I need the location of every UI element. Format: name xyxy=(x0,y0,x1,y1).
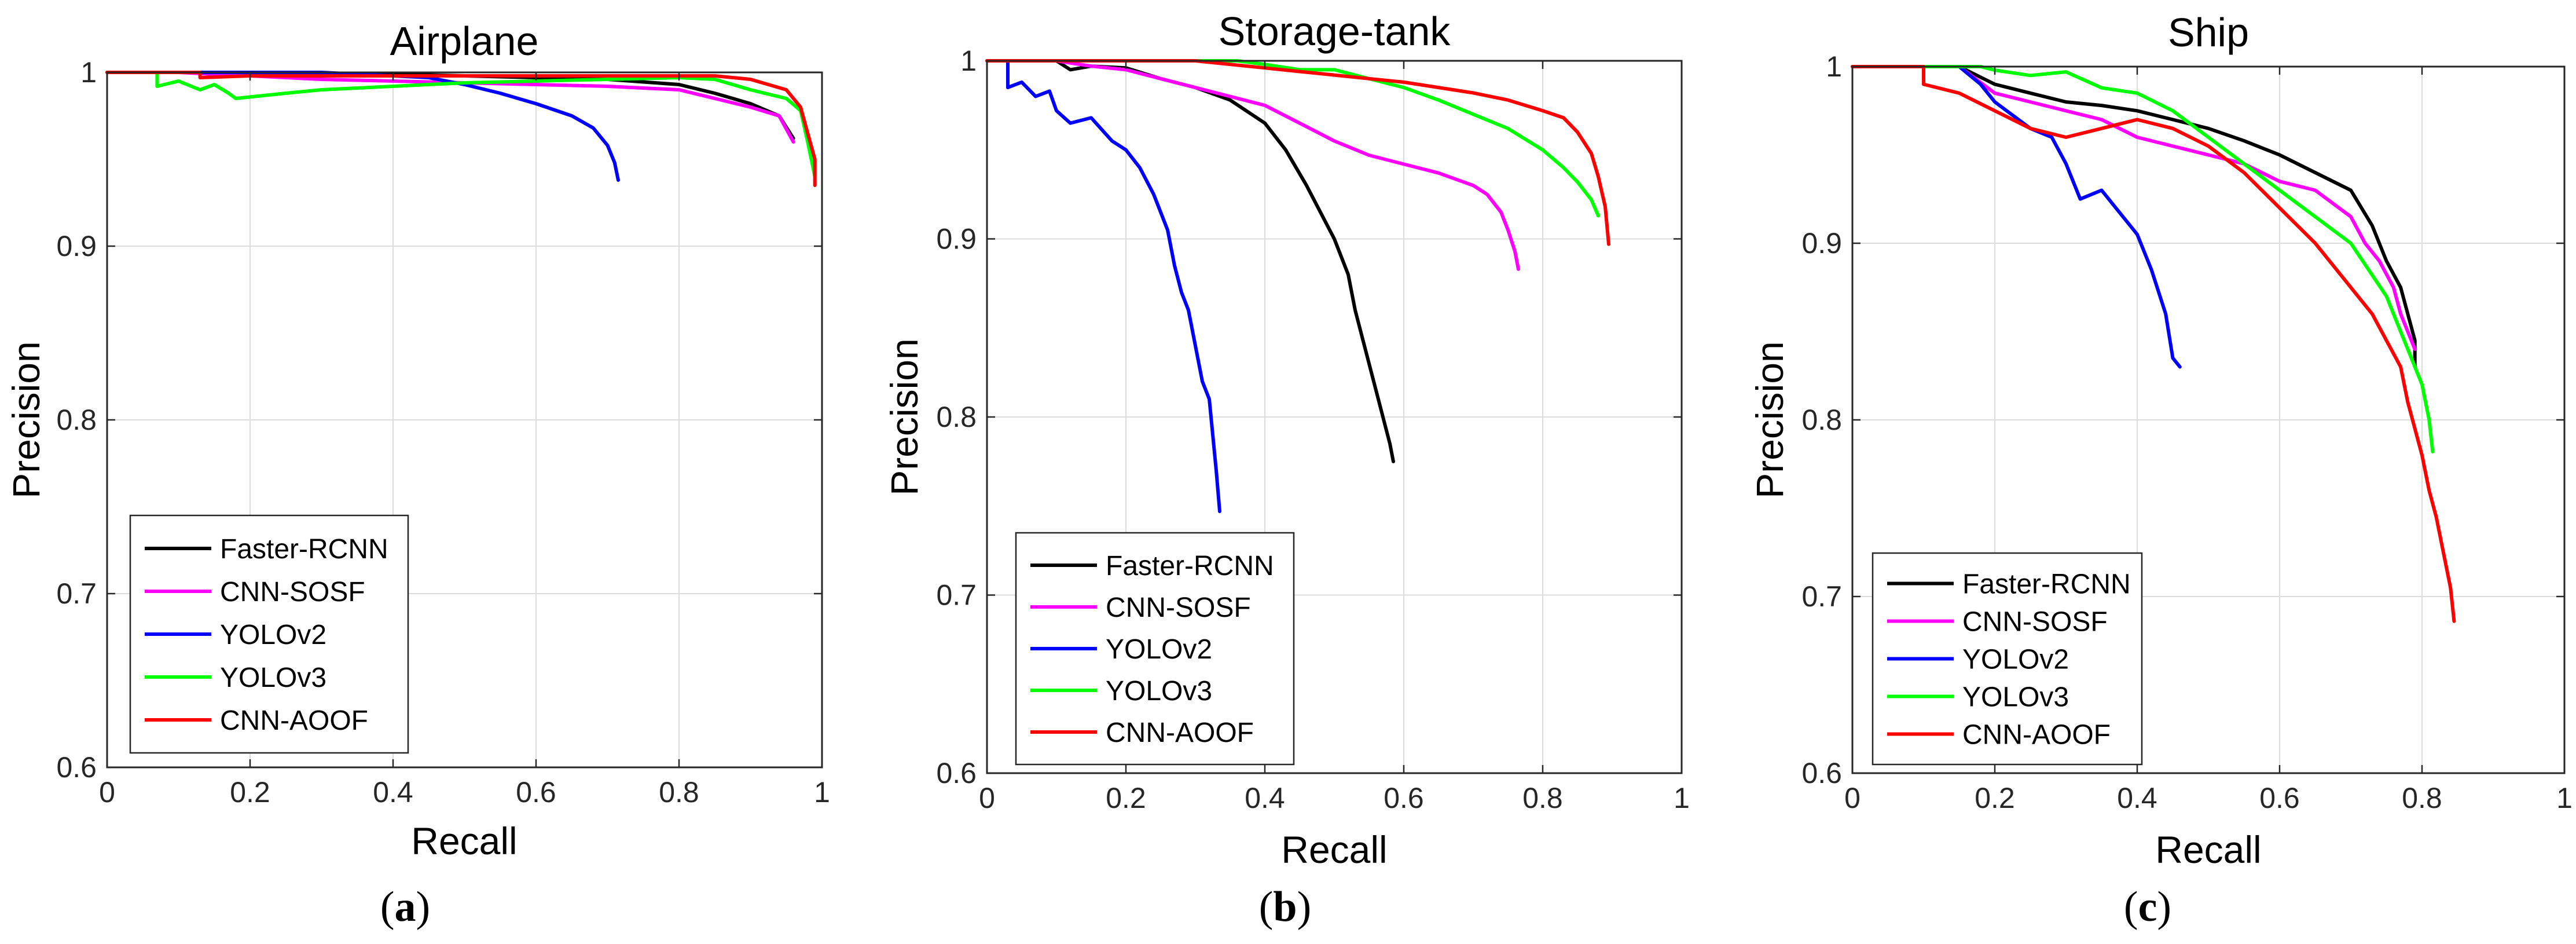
series-lines xyxy=(985,59,1610,513)
y-tick-label: 0.9 xyxy=(56,230,97,262)
x-tick-label: 0.8 xyxy=(1522,782,1563,814)
legend: Faster-RCNN CNN-SOSF YOLOv2 YOLOv3 CNN-AOOF xyxy=(1015,532,1295,766)
chart-panel-c: 0 0.2 0.4 0.6 0.8 10.60.70.80.91 Ship Recall … xyxy=(1748,10,2573,931)
x-tick-label: 0.4 xyxy=(373,776,413,808)
legend-label-yolov2: YOLOv2 xyxy=(1106,634,1212,665)
x-axis-label: Recall xyxy=(2155,828,2261,871)
x-tick-label: 0.8 xyxy=(659,776,699,808)
legend-items: Faster-RCNN CNN-SOSF YOLOv2 YOLOv3 CNN-AOOF xyxy=(1030,551,1274,748)
x-tick-label: 0.8 xyxy=(2402,782,2442,814)
x-tick-label: 0.2 xyxy=(1975,782,2015,814)
y-tick-label: 0.7 xyxy=(936,579,977,612)
y-tick-label: 1 xyxy=(1826,50,1842,83)
y-axis-label: Precision xyxy=(1748,341,1791,498)
y-tick-label: 0.8 xyxy=(56,404,97,436)
legend-label-cnn-sosf: CNN-SOSF xyxy=(220,577,365,608)
series-line-yolov2 xyxy=(985,59,1221,513)
y-tick-label: 1 xyxy=(80,56,97,89)
series-line-cnn-aoof xyxy=(985,59,1610,246)
y-tick-label: 0.6 xyxy=(936,757,977,789)
x-tick-label: 0.2 xyxy=(230,776,270,808)
tick-labels: 0 0.2 0.4 0.6 0.8 1 0.6 0.7 0.8 0.9 1 xyxy=(1801,50,2572,814)
y-tick-label: 0.9 xyxy=(1801,227,1842,259)
legend-label-cnn-sosf: CNN-SOSF xyxy=(1962,607,2108,638)
x-tick-label: 1 xyxy=(2556,782,2573,814)
x-tick-label: 0 xyxy=(1844,782,1861,814)
series-line-yolov3 xyxy=(105,71,817,178)
x-axis-label: Recall xyxy=(1281,828,1387,871)
chart-title: Storage-tank xyxy=(1219,9,1451,54)
legend-label-yolov2: YOLOv2 xyxy=(1962,645,2069,675)
y-tick-label: 0.7 xyxy=(1801,580,1842,613)
chart-title: Airplane xyxy=(390,19,539,64)
series-line-cnn-aoof xyxy=(1851,65,2456,623)
series-line-yolov2 xyxy=(1851,65,2182,369)
legend-items: Faster-RCNN CNN-SOSF YOLOv2 YOLOv3 CNN-AOOF xyxy=(145,534,388,736)
legend-label-yolov3: YOLOv3 xyxy=(1962,682,2069,713)
x-tick-label: 0.2 xyxy=(1106,782,1146,814)
panel-label: (a) xyxy=(380,883,430,931)
y-tick-label: 0.9 xyxy=(936,223,977,255)
y-axis-label: Precision xyxy=(883,338,926,495)
y-tick-label: 0.8 xyxy=(936,401,977,433)
chart-title: Ship xyxy=(2168,10,2249,55)
series-line-cnn-aoof xyxy=(105,71,817,187)
chart-panel-a: 0 0.2 0.4 0.6 0.8 1 0.6 0.7 0.8 0.9 1 Airplane Rec… xyxy=(5,19,830,931)
x-tick-label: 1 xyxy=(1674,782,1690,814)
legend-label-cnn-sosf: CNN-SOSF xyxy=(1106,592,1251,623)
x-tick-label: 0.4 xyxy=(2117,782,2157,814)
x-tick-label: 0.6 xyxy=(1384,782,1424,814)
legend-label-faster-rcnn: Faster-RCNN xyxy=(220,534,388,565)
x-tick-label: 1 xyxy=(814,776,830,808)
x-tick-label: 0.6 xyxy=(516,776,556,808)
y-tick-label: 0.8 xyxy=(1801,404,1842,436)
legend-label-cnn-aoof: CNN-AOOF xyxy=(1106,718,1254,748)
legend-label-yolov3: YOLOv3 xyxy=(220,663,326,693)
legend-label-yolov2: YOLOv2 xyxy=(220,620,326,650)
x-tick-label: 0 xyxy=(99,776,115,808)
legend-label-yolov3: YOLOv3 xyxy=(1106,676,1212,707)
x-tick-label: 0.6 xyxy=(2259,782,2300,814)
tick-labels: 0 0.2 0.4 0.6 0.8 1 0.6 0.7 0.8 0.9 1 xyxy=(936,45,1689,814)
y-tick-label: 0.7 xyxy=(56,577,97,610)
panel-label: (c) xyxy=(2124,883,2171,931)
legend: Faster-RCNN CNN-SOSF YOLOv2 YOLOv3 CNN-AOOF xyxy=(129,514,409,754)
y-tick-label: 1 xyxy=(960,45,977,77)
x-tick-label: 0.4 xyxy=(1245,782,1285,814)
x-tick-label: 0 xyxy=(979,782,995,814)
legend-label-cnn-aoof: CNN-AOOF xyxy=(1962,720,2111,751)
series-line-cnn-sosf xyxy=(985,59,1520,271)
panel-label: (b) xyxy=(1259,883,1311,931)
chart-panel-b: 0 0.2 0.4 0.6 0.8 1 0.6 0.7 0.8 0.9 1 Storage-tank… xyxy=(883,9,1690,931)
y-axis-label: Precision xyxy=(5,341,47,498)
x-axis-label: Recall xyxy=(411,819,517,862)
series-line-faster-rcnn xyxy=(1851,65,2417,369)
legend-label-faster-rcnn: Faster-RCNN xyxy=(1962,569,2131,600)
legend: Faster-RCNN CNN-SOSF YOLOv2 YOLOv3 CNN-AOOF xyxy=(1872,552,2143,766)
legend-items: Faster-RCNN CNN-SOSF YOLOv2 YOLOv3 CNN-AOOF xyxy=(1887,569,2131,751)
legend-label-faster-rcnn: Faster-RCNN xyxy=(1106,551,1274,581)
y-tick-label: 0.6 xyxy=(56,751,97,784)
y-tick-label: 0.6 xyxy=(1801,757,1842,789)
tick-labels: 0 0.2 0.4 0.6 0.8 1 0.6 0.7 0.8 0.9 1 xyxy=(56,56,830,808)
legend-label-cnn-aoof: CNN-AOOF xyxy=(220,705,368,736)
series-line-yolov3 xyxy=(1851,65,2435,453)
series-lines xyxy=(1851,65,2456,623)
